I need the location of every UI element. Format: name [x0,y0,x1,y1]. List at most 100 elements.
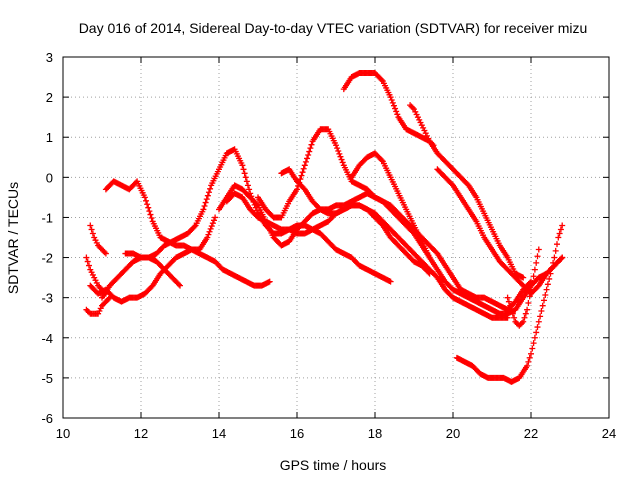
data-point [412,108,419,115]
data-point [335,147,342,154]
data-point [521,314,528,321]
data-point [304,155,311,162]
data-point [520,274,527,281]
data-point [538,308,545,315]
data-points [83,70,566,385]
data-point [301,162,308,169]
data-point [206,228,213,235]
data-point [418,122,425,129]
data-point [537,313,544,320]
data-point [95,310,102,317]
x-tick-label: 24 [602,426,616,441]
data-point [424,132,430,139]
data-point [420,124,427,131]
data-point [148,215,155,222]
data-point [244,182,251,189]
plot-frame [62,56,610,419]
x-tick-label: 18 [368,426,382,441]
y-tick-label: -5 [41,371,53,386]
y-tick-label: 2 [46,90,53,105]
data-point [504,314,511,321]
data-point [425,135,432,142]
data-point [533,259,540,266]
data-point [83,254,90,261]
data-point [409,104,416,111]
data-point [243,178,250,185]
data-point [205,189,212,196]
data-point [546,275,553,282]
data-point [414,114,421,121]
data-point [550,259,557,266]
data-point [555,234,562,241]
data-point [204,192,211,199]
data-point [96,308,103,315]
data-point [308,141,315,148]
axis-ticks [62,56,610,419]
data-point [422,130,429,137]
data-point [145,204,152,211]
y-tick-label: 1 [46,130,53,145]
data-point [430,142,437,149]
data-point [143,197,150,204]
data-point [240,166,247,173]
data-point [525,300,532,307]
data-point [88,226,95,233]
data-point [509,310,516,317]
data-point [84,258,91,265]
data-point [253,201,260,208]
y-axis-title: SDTVAR / TECUs [5,182,21,294]
data-point [208,223,215,230]
data-point [294,186,300,193]
data-point [426,254,433,261]
data-point [212,214,219,221]
y-tick-labels: -6 -5 -4 -3 -2 -1 0 1 2 3 [41,50,53,426]
data-point [393,108,400,115]
data-point [413,111,420,118]
data-point [339,159,346,166]
data-point [88,269,95,276]
data-point [305,151,312,158]
data-point [556,230,563,237]
data-point [300,165,307,172]
y-tick-label: 3 [46,50,53,65]
y-tick-label: -2 [41,251,53,266]
data-point [299,169,306,176]
data-point [528,350,534,357]
data-point [533,329,540,336]
data-point [504,294,511,301]
chart-title: Day 016 of 2014, Sidereal Day-to-day VTE… [79,20,588,36]
data-point [554,241,560,248]
data-point [531,334,538,341]
data-point [105,295,112,302]
data-point [528,286,534,293]
y-tick-label: -6 [41,411,53,426]
x-tick-label: 16 [290,426,304,441]
data-point [535,246,542,253]
series-track-10 [278,166,511,321]
data-point [266,278,273,285]
series-track-3 [83,294,113,317]
data-point [338,156,345,163]
data-point [205,231,212,238]
data-point [522,310,529,317]
data-point [203,196,210,203]
data-point [387,94,394,101]
data-point [530,340,537,347]
series-track-16 [453,222,566,385]
data-point [520,318,527,325]
data-point [548,265,555,272]
data-point [209,220,216,227]
data-point [534,324,541,331]
data-point [542,291,549,298]
data-point [534,253,541,260]
data-point [524,306,531,313]
data-point [416,116,423,123]
data-point [89,271,96,278]
data-point [518,320,525,327]
data-point [201,202,208,209]
data-point [524,362,531,369]
data-point [177,282,183,289]
data-point [544,281,551,288]
data-point [541,297,547,304]
series-track-14 [407,102,437,149]
